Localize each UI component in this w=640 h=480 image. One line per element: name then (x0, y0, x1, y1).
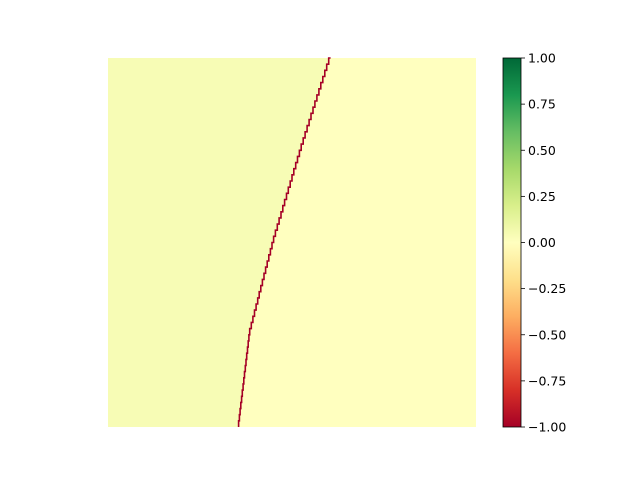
colorbar-tick-label: −0.75 (528, 373, 566, 388)
colorbar-tick-label: 0.00 (528, 235, 556, 250)
colorbar-tick-label: 0.25 (528, 189, 556, 204)
colorbar-tick-label: −0.50 (528, 327, 566, 342)
colorbar-tick-label: 0.75 (528, 97, 556, 112)
colorbar-tick-label: 0.50 (528, 143, 556, 158)
colorbar-tick-label: 1.00 (528, 51, 556, 66)
colorbar: 1.00 0.75 0.50 0.25 0.00 −0.25 −0.50 −0.75 −1.00 (502, 51, 566, 435)
heatmap-boundary-line (237, 57, 331, 427)
heatmap-left-region (108, 58, 331, 427)
colorbar-gradient (502, 57, 522, 428)
colorbar-tick-label: −0.25 (528, 281, 566, 296)
colorbar-ticks: 1.00 0.75 0.50 0.25 0.00 −0.25 −0.50 −0.75 −1.00 (521, 51, 566, 435)
colorbar-tick-label: −1.00 (528, 420, 566, 435)
heatmap-image (108, 57, 476, 427)
